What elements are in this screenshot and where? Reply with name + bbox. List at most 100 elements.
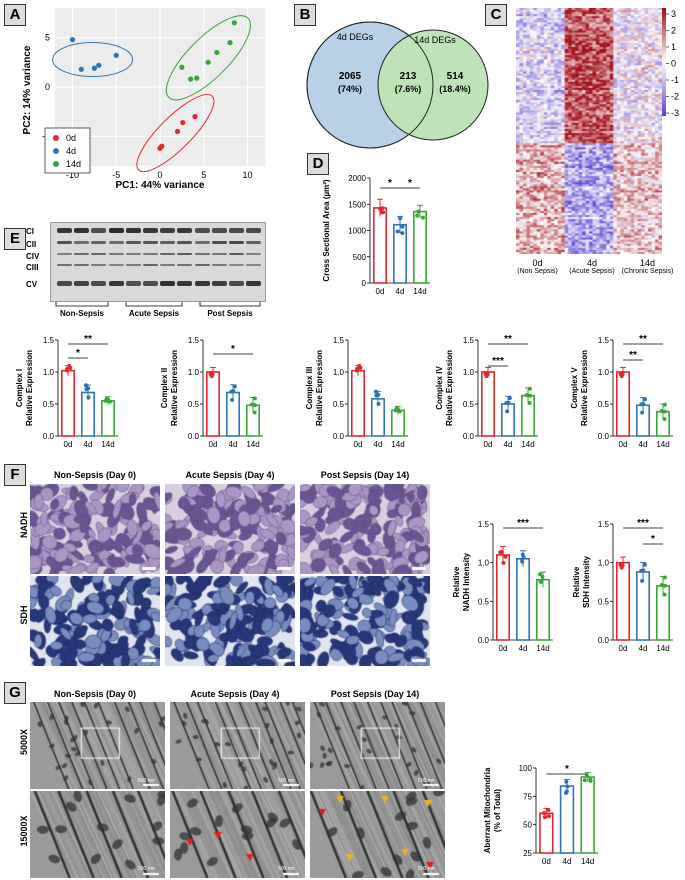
bar-14d (413, 210, 428, 284)
y-axis-label-2: Relative Expression (580, 350, 589, 426)
data-point (642, 562, 647, 567)
heatmap-group-14d-label: (Chronic Sepsis) (621, 268, 674, 275)
x-tick-label: 14d (101, 440, 114, 449)
data-point (527, 393, 532, 398)
data-point (640, 410, 645, 415)
data-point (252, 396, 257, 401)
cross-sectional-area-chart: 0 500 1000 1500 2000 Cross Sectional Area (µm… (322, 174, 430, 296)
y-tick-label: 0.5 (598, 597, 610, 606)
data-point (68, 365, 73, 370)
blot-band (229, 253, 244, 255)
data-point (662, 402, 667, 407)
legend-tick-label: 0 (671, 59, 676, 69)
f-col-header-1: Acute Sepsis (Day 4) (185, 470, 275, 480)
aberrant-mitochondria-chart: 25 50 75 100 Aberrant Mitochondria (% of Tota… (483, 764, 598, 866)
blot-band (143, 241, 158, 244)
y-axis-label: Relative (452, 566, 461, 597)
bar-14d (101, 400, 116, 437)
significance-label: *** (637, 518, 649, 529)
nadh-image-day14 (300, 484, 430, 574)
heatmap-group-4d-label: (Acute Sepsis) (569, 268, 615, 275)
significance-label: *** (517, 518, 529, 529)
bar-4d (393, 223, 408, 284)
y-tick-label: 1.0 (43, 368, 55, 377)
data-point (420, 215, 425, 220)
y-axis-label: Cross Sectional Area (µm²) (322, 179, 331, 281)
data-point (521, 555, 526, 560)
x-tick-label: 14d (656, 440, 669, 449)
blot-band (160, 228, 176, 233)
y-tick-label: 1000 (348, 227, 366, 236)
blot-band (57, 241, 72, 244)
x-tick-label: 14d (581, 857, 594, 866)
blot-group-non-sepsis: Non-Sepsis (60, 309, 105, 318)
blot-band (194, 241, 210, 244)
x-tick-label: 4d (84, 440, 93, 449)
data-point (232, 384, 237, 389)
blot-band (74, 281, 90, 286)
y-tick-label: 1.0 (478, 559, 490, 568)
x-tick-label: 4d (639, 644, 648, 653)
panel-label-g: G (4, 682, 26, 704)
pca-point-4d (113, 52, 119, 59)
x-tick-label: 14d (521, 440, 534, 449)
y-tick-label: 0.5 (478, 597, 490, 606)
data-point (249, 402, 254, 407)
data-point (564, 779, 569, 784)
y-tick-label: 100 (519, 764, 533, 773)
band-label-ciii: CIII (26, 263, 39, 272)
x-tick-label: 4d (563, 857, 572, 866)
bar-0d (495, 554, 510, 641)
data-point (662, 416, 667, 421)
y-tick-label: 1.0 (188, 368, 200, 377)
bar-0d (615, 561, 630, 641)
data-point (537, 572, 542, 577)
data-point (393, 408, 398, 413)
panel-label-c: C (485, 4, 507, 26)
panel-label-e: E (4, 228, 26, 250)
blot-band (246, 264, 262, 266)
blot-band (211, 228, 227, 233)
data-point (540, 574, 545, 579)
g-col-header-1: Acute Sepsis (Day 4) (190, 689, 280, 699)
data-point (484, 371, 489, 376)
scale-bar-label: 500 nm (278, 778, 295, 784)
blot-band (57, 253, 72, 255)
g-col-header-0: Non-Sepsis (Day 0) (53, 689, 137, 699)
bar-0d (60, 369, 75, 437)
bar-0d (615, 371, 630, 437)
g-col-header-2: Post Sepsis (Day 14) (330, 689, 420, 699)
data-point (209, 374, 214, 379)
data-point (582, 778, 587, 783)
blot-band (194, 253, 210, 255)
blot-band (108, 281, 124, 286)
data-point (400, 231, 405, 236)
y-tick-label: 0.0 (478, 636, 490, 645)
scale-bar-label: 500 nm (418, 866, 435, 872)
y-tick-label: 1.5 (478, 520, 490, 529)
venn-mid-count: 213 (400, 71, 417, 82)
x-tick-label: 14d (536, 644, 549, 653)
band-label-ci: CI (26, 227, 34, 236)
pca-point-0d (192, 114, 198, 120)
data-point (527, 386, 532, 391)
legend-14d: 14d (66, 159, 81, 169)
data-point (546, 808, 551, 813)
y-axis-label-2: NADH Intensity (462, 552, 471, 611)
complex-v-chart: 0.0 0.5 1.0 1.5 Complex V Relative Expression… (570, 334, 673, 449)
data-point (209, 371, 214, 376)
data-point (373, 389, 378, 394)
blot-band (91, 264, 107, 266)
band-label-civ: CIV (26, 252, 40, 261)
data-point (538, 579, 543, 584)
nadh-image-day0 (30, 484, 160, 574)
pca-point-14d (188, 76, 194, 82)
legend-tick-label: 1 (671, 42, 676, 52)
legend-4d: 4d (66, 146, 76, 156)
data-point (564, 789, 569, 794)
blot-band (211, 264, 227, 266)
data-point (546, 814, 551, 819)
y-tick-label: 1.0 (463, 368, 475, 377)
bar-0d (372, 207, 387, 284)
data-point (503, 554, 508, 559)
